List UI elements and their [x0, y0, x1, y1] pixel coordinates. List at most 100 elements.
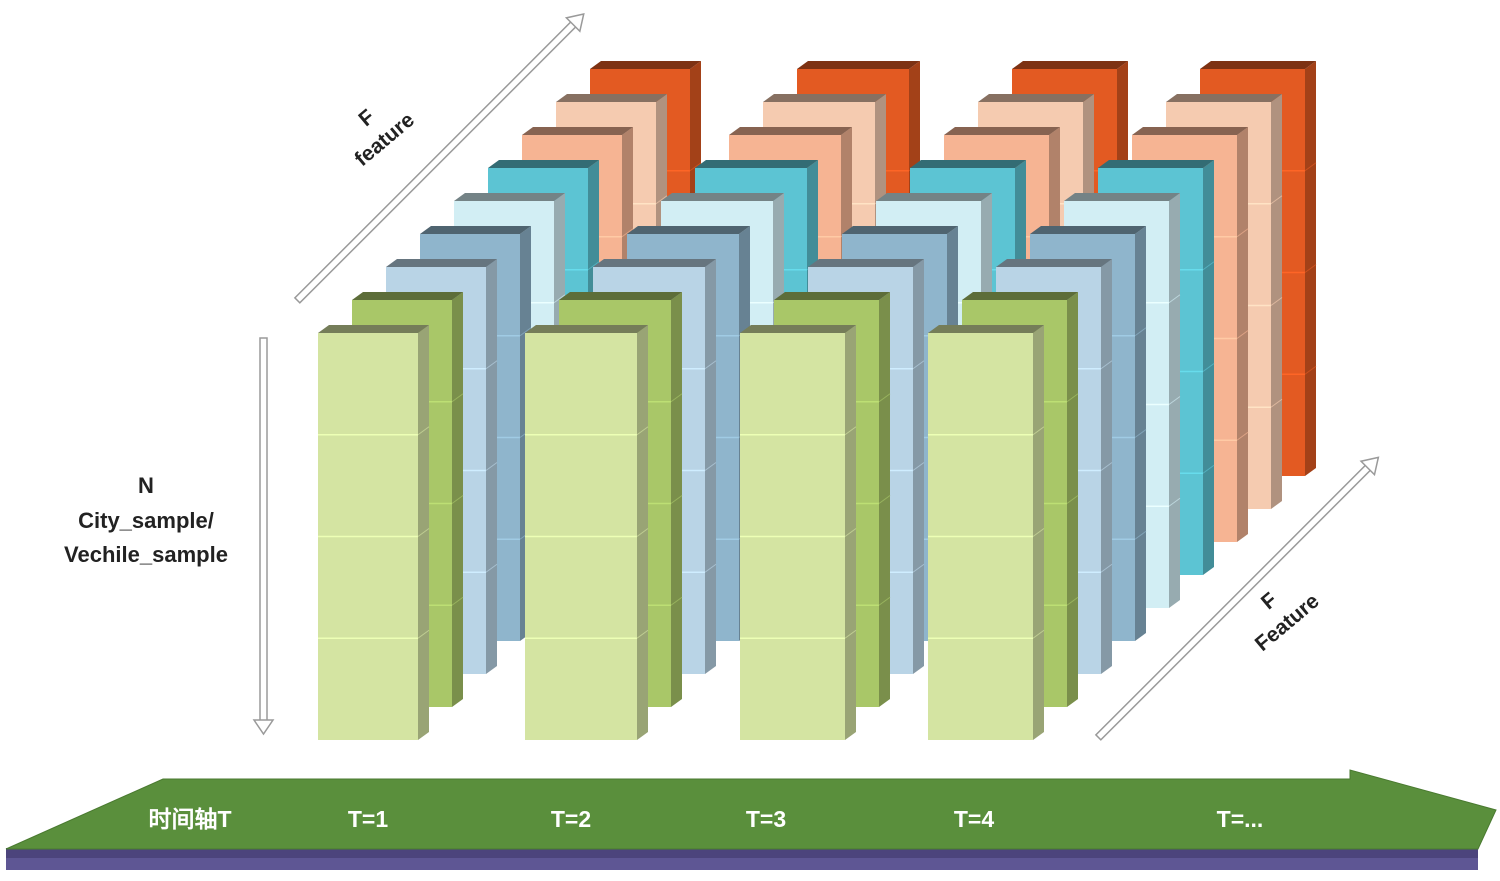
column-top-face: [318, 325, 429, 333]
column-side-divider: [1066, 495, 1079, 504]
column-top-face: [593, 259, 716, 267]
column-side-divider: [878, 393, 891, 403]
column-side-divider: [1168, 396, 1181, 405]
column-side-divider: [689, 162, 702, 172]
column-top-face: [910, 160, 1026, 168]
column-top-face: [661, 193, 784, 201]
column-top-face: [842, 226, 958, 234]
n-axis-arrow: [252, 337, 275, 736]
timeline-step-4: T=4: [954, 806, 994, 832]
column-top-face: [1064, 193, 1180, 201]
column-side-divider: [1304, 365, 1317, 375]
n-axis-sublabel-2: Vechile_sample: [64, 542, 228, 567]
column-top-face: [559, 292, 682, 300]
column-side-divider: [417, 629, 430, 639]
column-top-face: [556, 94, 667, 102]
n-axis-label: N: [138, 473, 154, 498]
column-side-divider: [878, 495, 891, 504]
feature-column-t4-layer-9: [928, 325, 1045, 740]
column-side-divider: [519, 327, 532, 337]
column-side-divider: [1304, 162, 1317, 172]
column-top-face: [729, 127, 852, 135]
column-top-face: [797, 61, 920, 69]
column-top-face: [488, 160, 599, 168]
column-side-divider: [1100, 462, 1113, 471]
column-top-face: [695, 160, 818, 168]
column-side-divider: [1304, 264, 1317, 273]
column-side-divider: [1100, 563, 1113, 573]
column-side-divider: [417, 528, 430, 537]
column-top-face: [454, 193, 565, 201]
column-top-face: [525, 325, 648, 333]
column-side-divider: [1270, 398, 1283, 408]
column-top-face: [1030, 226, 1146, 234]
column-side-divider: [636, 629, 649, 639]
feature-column-stacks: [318, 61, 1317, 740]
column-top-face: [763, 94, 886, 102]
column-top-face: [1166, 94, 1282, 102]
column-side-divider: [912, 360, 925, 370]
column-top-face: [1098, 160, 1214, 168]
column-side-divider: [704, 563, 717, 573]
timeline-step-2: T=2: [551, 806, 591, 832]
column-side-divider: [451, 393, 464, 403]
column-side-divider: [553, 294, 566, 304]
timeline-bar: [5, 769, 1497, 870]
column-side-divider: [485, 462, 498, 471]
timeline-step-more: T=...: [1217, 806, 1264, 832]
timeline-step-1: T=1: [348, 806, 388, 832]
column-side-divider: [655, 195, 668, 205]
f-top-axis-arrow: [293, 12, 585, 304]
column-side-divider: [636, 426, 649, 436]
column-side-divider: [844, 528, 857, 537]
column-side-divider: [621, 228, 634, 238]
column-top-face: [522, 127, 633, 135]
column-top-face: [808, 259, 924, 267]
column-side-divider: [636, 528, 649, 537]
column-top-face: [876, 193, 992, 201]
column-top-face: [740, 325, 856, 333]
column-top-face: [1012, 61, 1128, 69]
column-side-divider: [670, 495, 683, 504]
column-top-face: [386, 259, 497, 267]
column-side-divider: [670, 393, 683, 403]
column-side-divider: [844, 426, 857, 436]
column-side-divider: [451, 495, 464, 504]
column-side-divider: [670, 596, 683, 606]
column-side-divider: [1168, 497, 1181, 507]
column-top-face: [590, 61, 701, 69]
column-side-divider: [1270, 195, 1283, 205]
column-top-face: [1132, 127, 1248, 135]
column-side-divider: [1032, 528, 1045, 537]
column-top-face: [962, 292, 1078, 300]
column-top-face: [928, 325, 1044, 333]
column-side-divider: [1134, 429, 1147, 438]
column-top-face: [1200, 61, 1316, 69]
column-side-divider: [1202, 464, 1215, 474]
column-side-divider: [1032, 629, 1045, 639]
column-side-divider: [704, 360, 717, 370]
feature-column-t3-layer-9: [740, 325, 857, 740]
column-side-divider: [1236, 330, 1249, 339]
column-top-face: [996, 259, 1112, 267]
column-side-divider: [451, 596, 464, 606]
column-side-divider: [1066, 393, 1079, 403]
column-side-divider: [485, 563, 498, 573]
column-side-divider: [485, 360, 498, 370]
column-side-divider: [704, 462, 717, 471]
f-top-axis-label: F: [354, 105, 379, 131]
column-side-divider: [912, 563, 925, 573]
column-side-divider: [878, 596, 891, 606]
column-top-face: [627, 226, 750, 234]
f-right-axis-label: F: [1257, 588, 1282, 614]
column-top-face: [352, 292, 463, 300]
column-top-face: [944, 127, 1060, 135]
feature-column-t1-layer-9: [318, 325, 430, 740]
column-side-divider: [844, 629, 857, 639]
column-side-divider: [417, 426, 430, 436]
column-side-divider: [1134, 530, 1147, 540]
timeline-step-3: T=3: [746, 806, 786, 832]
column-top-face: [978, 94, 1094, 102]
